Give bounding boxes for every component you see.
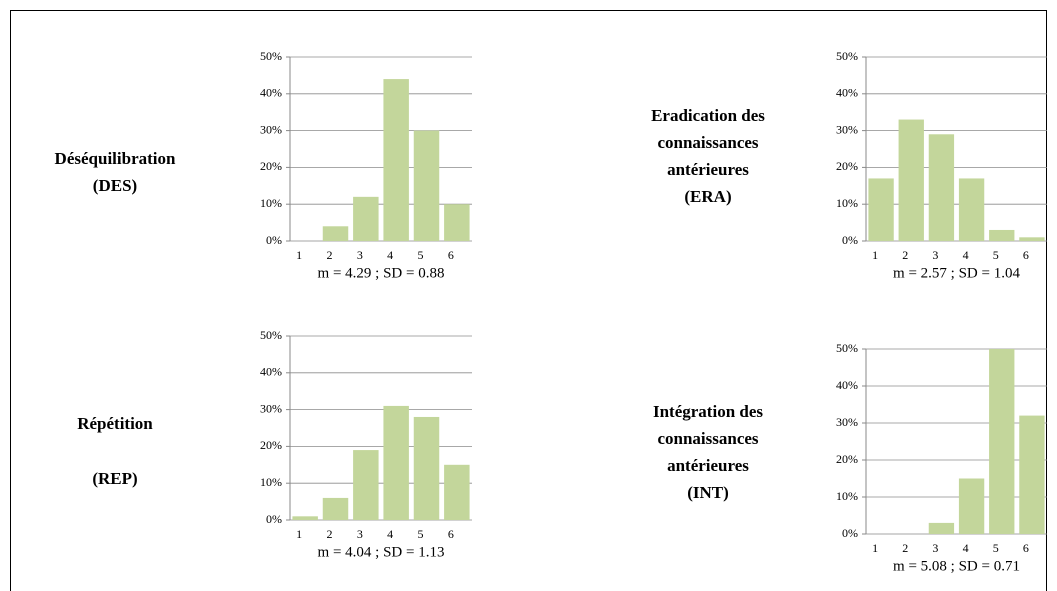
bar xyxy=(958,178,985,241)
y-tick-label: 0% xyxy=(266,233,282,247)
caption: m = 5.08 ; SD = 0.71 xyxy=(893,558,1020,574)
caption: m = 2.57 ; SD = 1.04 xyxy=(893,265,1020,281)
x-tick-label: 3 xyxy=(932,248,938,262)
bar xyxy=(444,464,470,520)
chart-title: Répétition xyxy=(77,414,153,433)
x-tick-label: 3 xyxy=(357,248,363,262)
bar xyxy=(322,497,349,520)
chart-title: (REP) xyxy=(92,469,137,488)
chart-title: Intégration des xyxy=(653,402,763,421)
x-tick-label: 6 xyxy=(448,248,454,262)
chart-title: (INT) xyxy=(687,483,729,502)
y-tick-label: 50% xyxy=(836,341,858,355)
chart-title: connaissances xyxy=(657,133,758,152)
y-tick-label: 20% xyxy=(260,438,282,452)
y-tick-label: 10% xyxy=(260,475,282,489)
y-tick-label: 50% xyxy=(836,49,858,63)
chart-title: antérieures xyxy=(667,160,749,179)
bar xyxy=(989,229,1015,241)
bar xyxy=(322,226,349,241)
y-tick-label: 40% xyxy=(836,86,858,100)
chart-title: (DES) xyxy=(93,176,137,195)
y-tick-label: 30% xyxy=(836,415,858,429)
bar xyxy=(989,349,1015,534)
y-tick-label: 40% xyxy=(260,365,282,379)
y-tick-label: 10% xyxy=(260,196,282,210)
x-tick-label: 5 xyxy=(418,527,424,541)
x-tick-label: 3 xyxy=(932,541,938,555)
x-tick-label: 5 xyxy=(993,541,999,555)
chart-title: (ERA) xyxy=(684,187,731,206)
x-tick-label: 4 xyxy=(387,527,393,541)
y-tick-label: 30% xyxy=(836,122,858,136)
bar xyxy=(444,204,470,241)
y-tick-label: 20% xyxy=(836,159,858,173)
bar xyxy=(928,522,955,534)
chart-title: Déséquilibration xyxy=(55,149,176,168)
frame xyxy=(10,10,1047,591)
y-tick-label: 10% xyxy=(836,489,858,503)
bar xyxy=(868,178,894,241)
y-tick-label: 50% xyxy=(260,328,282,342)
bar xyxy=(898,119,924,241)
y-tick-label: 20% xyxy=(836,452,858,466)
bar xyxy=(413,130,440,241)
x-tick-label: 1 xyxy=(296,248,302,262)
bar xyxy=(383,79,409,241)
x-tick-label: 1 xyxy=(872,248,878,262)
x-tick-label: 3 xyxy=(357,527,363,541)
x-tick-label: 1 xyxy=(296,527,302,541)
x-tick-label: 5 xyxy=(418,248,424,262)
y-tick-label: 10% xyxy=(836,196,858,210)
x-tick-label: 2 xyxy=(327,248,333,262)
bar xyxy=(413,416,440,520)
y-tick-label: 20% xyxy=(260,159,282,173)
bar xyxy=(1019,237,1045,241)
x-tick-label: 2 xyxy=(902,541,908,555)
y-tick-label: 0% xyxy=(266,512,282,526)
y-tick-label: 0% xyxy=(842,233,858,247)
x-tick-label: 6 xyxy=(448,527,454,541)
y-tick-label: 30% xyxy=(260,401,282,415)
x-tick-label: 1 xyxy=(872,541,878,555)
x-tick-label: 4 xyxy=(963,248,969,262)
x-tick-label: 2 xyxy=(902,248,908,262)
caption: m = 4.29 ; SD = 0.88 xyxy=(318,265,445,281)
chart-title: antérieures xyxy=(667,456,749,475)
y-tick-label: 0% xyxy=(842,526,858,540)
bar xyxy=(353,196,379,241)
bar xyxy=(292,516,318,520)
x-tick-label: 5 xyxy=(993,248,999,262)
y-tick-label: 30% xyxy=(260,122,282,136)
caption: m = 4.04 ; SD = 1.13 xyxy=(318,544,445,560)
bar xyxy=(353,450,379,520)
chart-title: connaissances xyxy=(657,429,758,448)
x-tick-label: 4 xyxy=(963,541,969,555)
x-tick-label: 2 xyxy=(327,527,333,541)
x-tick-label: 6 xyxy=(1023,541,1029,555)
y-tick-label: 50% xyxy=(260,49,282,63)
bar xyxy=(928,134,955,241)
bar xyxy=(958,478,985,534)
x-tick-label: 6 xyxy=(1023,248,1029,262)
bar xyxy=(383,405,409,520)
y-tick-label: 40% xyxy=(836,378,858,392)
y-tick-label: 40% xyxy=(260,86,282,100)
chart-title: Eradication des xyxy=(651,106,765,125)
x-tick-label: 4 xyxy=(387,248,393,262)
bar xyxy=(1019,415,1045,534)
